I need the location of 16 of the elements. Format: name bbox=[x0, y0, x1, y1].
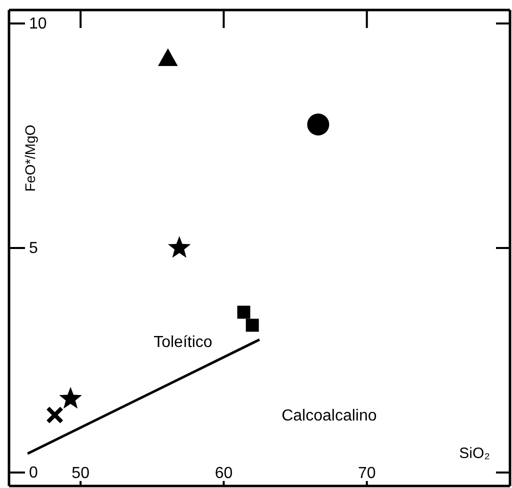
annotation: Toleítico bbox=[154, 334, 212, 352]
x-tick-label: 60 bbox=[214, 465, 233, 482]
y-tick-label: 0 bbox=[29, 464, 38, 482]
point bbox=[158, 48, 178, 66]
y-axis-title: FeO*/MgO bbox=[22, 124, 38, 192]
annotation: Calcoalcalino bbox=[282, 407, 377, 424]
y-tick-label: 5 bbox=[29, 240, 38, 258]
x-tick-label: 70 bbox=[358, 465, 376, 482]
point bbox=[168, 236, 191, 258]
point bbox=[46, 406, 64, 424]
x-tick-label: 50 bbox=[72, 465, 90, 482]
y-tick-label: 10 bbox=[29, 16, 47, 33]
point bbox=[59, 386, 82, 409]
point bbox=[246, 318, 259, 332]
point bbox=[237, 306, 250, 319]
x-axis-title: SiO₂ bbox=[459, 445, 490, 462]
